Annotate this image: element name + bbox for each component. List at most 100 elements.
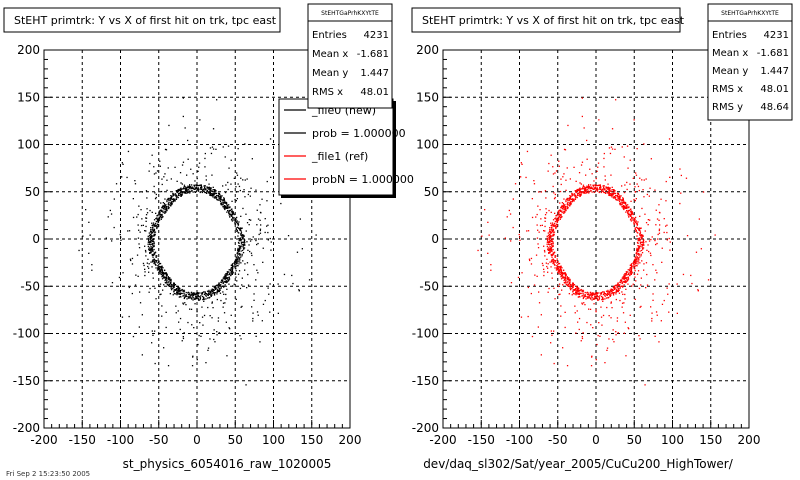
- scatter-point: [242, 237, 244, 239]
- scatter-point: [578, 293, 580, 296]
- scatter-point: [197, 296, 199, 298]
- scatter-point: [238, 245, 240, 247]
- scatter-point: [621, 199, 623, 201]
- scatter-point: [182, 192, 184, 194]
- scatter-point: [618, 197, 620, 200]
- scatter-point: [641, 247, 644, 249]
- scatter-point: [134, 284, 137, 286]
- scatter-point: [666, 287, 668, 289]
- scatter-point: [182, 336, 184, 338]
- scatter-point: [552, 242, 554, 244]
- scatter-point: [228, 327, 230, 329]
- x-tick-label: 50: [228, 433, 243, 447]
- scatter-point: [622, 281, 625, 283]
- legend-label-prob: prob = 1.000000: [312, 127, 406, 140]
- scatter-point: [249, 240, 252, 242]
- scatter-point: [185, 190, 187, 192]
- scatter-point: [612, 192, 614, 194]
- scatter-point: [527, 315, 529, 318]
- scatter-point: [585, 190, 587, 193]
- scatter-point: [236, 216, 238, 219]
- scatter-point: [655, 224, 657, 226]
- scatter-point: [262, 261, 264, 263]
- scatter-point: [557, 261, 559, 263]
- scatter-point: [221, 204, 223, 206]
- scatter-point: [235, 266, 237, 268]
- scatter-point: [211, 293, 213, 295]
- scatter-point: [231, 266, 234, 268]
- scatter-point: [638, 246, 640, 249]
- scatter-point: [120, 239, 122, 241]
- scatter-point: [178, 292, 180, 294]
- scatter-point: [611, 307, 613, 309]
- scatter-point: [232, 216, 234, 218]
- scatter-point: [543, 274, 545, 277]
- scatter-point: [237, 265, 239, 267]
- scatter-point: [572, 285, 574, 287]
- scatter-point: [559, 202, 561, 204]
- scatter-point: [208, 187, 210, 189]
- scatter-point: [236, 198, 238, 200]
- scatter-point: [553, 259, 555, 261]
- scatter-point: [594, 296, 597, 298]
- scatter-point: [547, 267, 549, 269]
- scatter-point: [610, 195, 612, 197]
- scatter-point: [179, 292, 181, 294]
- scatter-point: [562, 206, 564, 209]
- scatter-point: [240, 232, 243, 234]
- scatter-point: [566, 198, 568, 201]
- scatter-point: [552, 166, 554, 168]
- scatter-point: [551, 244, 553, 247]
- scatter-point: [593, 187, 596, 190]
- scatter-point: [622, 205, 625, 207]
- scatter-point: [247, 273, 249, 276]
- scatter-point: [626, 277, 628, 279]
- scatter-point: [632, 177, 634, 179]
- scatter-point: [252, 317, 254, 320]
- scatter-point: [588, 188, 590, 190]
- scatter-point: [231, 266, 233, 269]
- scatter-point: [604, 192, 606, 194]
- scatter-point: [235, 257, 237, 259]
- scatter-point: [620, 203, 622, 205]
- scatter-point: [560, 269, 562, 271]
- scatter-point: [623, 284, 625, 286]
- scatter-point: [233, 283, 235, 285]
- scatter-point: [538, 291, 540, 293]
- left-stat-meanx-label: Mean x: [312, 49, 348, 60]
- scatter-point: [605, 297, 608, 299]
- scatter-point: [548, 287, 550, 290]
- scatter-point: [216, 331, 218, 333]
- scatter-point: [685, 177, 688, 179]
- scatter-point: [235, 227, 237, 229]
- scatter-point: [582, 289, 584, 291]
- scatter-point: [605, 190, 608, 192]
- scatter-point: [557, 218, 560, 220]
- scatter-point: [631, 285, 633, 287]
- scatter-point: [590, 324, 592, 326]
- scatter-point: [657, 233, 659, 236]
- scatter-point: [629, 274, 631, 276]
- scatter-point: [554, 255, 556, 257]
- scatter-point: [573, 200, 575, 202]
- scatter-point: [549, 227, 551, 229]
- scatter-point: [194, 187, 197, 190]
- scatter-point: [591, 187, 593, 189]
- scatter-point: [610, 317, 612, 319]
- scatter-point: [623, 206, 625, 208]
- scatter-point: [177, 188, 179, 191]
- y-tick-label: -150: [13, 374, 40, 388]
- scatter-point: [566, 365, 569, 367]
- scatter-point: [243, 239, 246, 241]
- scatter-point: [623, 202, 625, 204]
- scatter-point: [586, 189, 588, 191]
- scatter-point: [147, 265, 149, 268]
- scatter-point: [240, 239, 242, 241]
- scatter-point: [163, 273, 165, 275]
- scatter-point: [627, 214, 629, 216]
- scatter-point: [534, 274, 536, 276]
- x-tick-label: 50: [627, 433, 642, 447]
- scatter-point: [159, 273, 161, 275]
- scatter-point: [244, 179, 246, 181]
- scatter-point: [593, 297, 595, 299]
